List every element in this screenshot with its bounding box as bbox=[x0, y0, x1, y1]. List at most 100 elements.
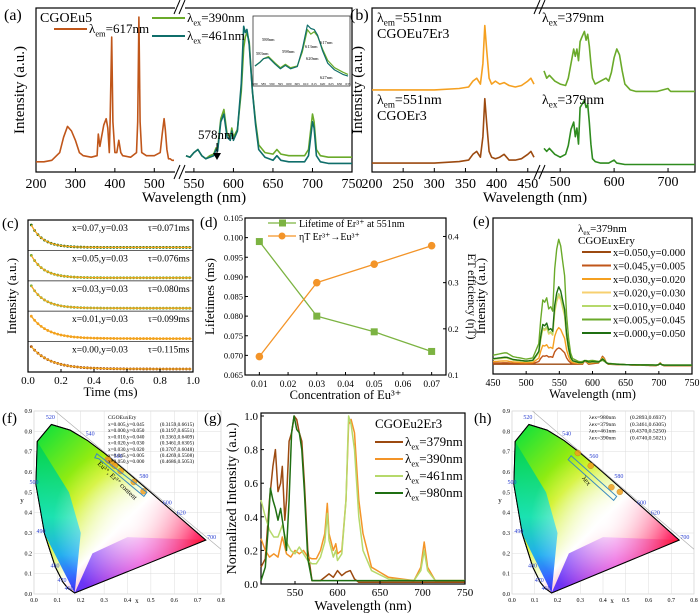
legend-label: x=0.005,y=0.045 bbox=[108, 422, 145, 428]
legend-label: x=0.005,y=0.045 bbox=[613, 316, 685, 327]
legend-label: x=0.000,y=0.050 bbox=[613, 329, 685, 340]
legend-coord: (0.3461,0.6305) bbox=[630, 421, 666, 428]
x-tick-label: 0.7 bbox=[668, 598, 676, 604]
panel-d: 0.01 0.02 0.03 0.04 0.05 0.06 0.07 0.065 0.070 0.… bbox=[200, 213, 477, 402]
label-rest: =379nm bbox=[557, 11, 604, 26]
tau-label: τ=0.071ms bbox=[148, 224, 190, 234]
wavelength-label: 490 bbox=[37, 529, 46, 535]
series-line bbox=[543, 30, 695, 93]
legend-label: x=0.010,y=0.040 bbox=[108, 434, 145, 440]
inset-tick-label: 625 bbox=[328, 82, 334, 86]
y-tick-label-right: 0.4 bbox=[448, 231, 459, 241]
legend-label: λex=390nm bbox=[405, 451, 463, 468]
wavelength-label: 500 bbox=[30, 480, 39, 486]
wavelength-label: 470 bbox=[58, 578, 67, 584]
break-slash bbox=[178, 164, 186, 180]
legend-label: λex=379nm bbox=[589, 422, 616, 428]
cie-white-region bbox=[35, 423, 207, 594]
x-tick-label: 0.3 bbox=[577, 598, 585, 604]
legend-label: x=0.045,y=0.005 bbox=[108, 453, 145, 459]
planckian-line bbox=[532, 410, 695, 550]
x-tick-label: 700 bbox=[651, 378, 666, 389]
y-axis-label: Intensity (a.u.) bbox=[350, 46, 366, 134]
x-tick-label: 0.8 bbox=[153, 375, 167, 387]
label-main: λ bbox=[578, 223, 584, 235]
x-tick-label: 250 bbox=[393, 177, 414, 192]
x-tick-label: 0.2 bbox=[554, 598, 562, 604]
data-point-circle bbox=[427, 241, 436, 250]
sample-label: CGOEuxEry bbox=[578, 235, 635, 247]
legend-marker bbox=[279, 219, 286, 227]
wavelength-label: 620 bbox=[651, 511, 660, 517]
x-tick-label: 400 bbox=[486, 177, 507, 192]
series-line bbox=[492, 286, 692, 366]
data-point-square bbox=[255, 238, 263, 246]
x-tick-label: 550 bbox=[287, 587, 304, 599]
sample-label: x=0.03,y=0.03 bbox=[72, 285, 128, 295]
wavelength-label: 520 bbox=[523, 415, 532, 421]
cie-point bbox=[574, 449, 582, 457]
y-axis-label: Intensity (a.u.) bbox=[12, 46, 28, 134]
sample-label: x=0.01,y=0.03 bbox=[72, 315, 128, 325]
label-sub: ex bbox=[411, 458, 420, 468]
legend-label: λex=461nm bbox=[187, 28, 245, 45]
x-tick-label: 0.3 bbox=[100, 598, 108, 604]
x-tick-label: 350 bbox=[455, 177, 476, 192]
x-tick-label: 0.4 bbox=[599, 598, 607, 604]
label-sub: em bbox=[95, 28, 106, 38]
x-axis-label: Wavelength (nm) bbox=[314, 599, 412, 614]
x-tick-label: 700 bbox=[302, 177, 323, 192]
legend-marker bbox=[278, 232, 286, 240]
label-sub: ex bbox=[549, 18, 558, 28]
wavelength-label: 560 bbox=[114, 454, 123, 460]
y-tick-label: 0.075 bbox=[224, 331, 243, 341]
legend-label: λex=390nm bbox=[187, 10, 245, 27]
y-tick-label: 0.0 bbox=[503, 592, 511, 598]
legend-label: λex=379nm bbox=[405, 434, 463, 451]
x-tick-label: 0.8 bbox=[217, 598, 225, 604]
y-tick-label-right: 0.1 bbox=[448, 370, 459, 380]
data-point-square bbox=[428, 347, 436, 355]
fit-line bbox=[30, 346, 192, 370]
series-line bbox=[543, 99, 695, 166]
legend-title: CGOEuxEry bbox=[108, 415, 137, 421]
inset-tick-label: 600 bbox=[286, 82, 292, 86]
series-line bbox=[36, 16, 174, 163]
label-main: λ bbox=[187, 10, 194, 25]
sample-label: CGOEu2Er3 bbox=[375, 416, 442, 431]
label-rest: =551nm bbox=[395, 93, 442, 108]
tau-label: τ=0.115ms bbox=[148, 346, 190, 356]
break-slash bbox=[173, 0, 181, 15]
legend-label: λex=390nm bbox=[589, 435, 616, 441]
y-tick-label: 0.4 bbox=[503, 511, 511, 517]
x-tick-label: 750 bbox=[342, 177, 363, 192]
inset-annotation: 627nm bbox=[320, 75, 333, 80]
x-tick-label: 600 bbox=[585, 378, 600, 389]
x-tick-label: 0.5 bbox=[147, 598, 155, 604]
inset-annotation: 588nm bbox=[262, 37, 275, 42]
legend-coord: (0.3197,0.6551) bbox=[160, 427, 194, 434]
break-slash bbox=[173, 164, 181, 180]
planckian-line bbox=[54, 410, 222, 550]
panel-c: x=0.07,y=0.03 τ=0.071ms x=0.05,y=0.03 τ=0.0… bbox=[2, 216, 200, 399]
y-axis-label: Normalized Intensity (a.u.) bbox=[225, 422, 240, 574]
x-tick-label: 0.6 bbox=[645, 598, 653, 604]
label-rest: =551nm bbox=[395, 11, 442, 26]
panel-h: 0.0 0.1 0.2 0.3 0.4 0.5 0.6 0.7 0.8 0.0 0.1 0.2 0.3 0… bbox=[474, 409, 698, 605]
y-tick-label: 0.6 bbox=[25, 470, 33, 476]
x-tick-label: 0.6 bbox=[171, 598, 179, 604]
wavelength-label: 700 bbox=[207, 535, 216, 541]
label-sub: ex bbox=[583, 229, 590, 237]
label-rest: =390nm bbox=[419, 451, 462, 466]
label-sub: ex bbox=[411, 441, 420, 451]
inset-annotation: 617nm bbox=[320, 40, 333, 45]
label-main: λ bbox=[542, 93, 549, 108]
wavelength-label: 600 bbox=[163, 501, 172, 507]
x-tick-label: 450 bbox=[517, 177, 538, 192]
y-tick-label: 1.0 bbox=[244, 411, 258, 423]
y-tick-label: 0.4 bbox=[25, 511, 33, 517]
panel-label: (b) bbox=[350, 7, 369, 24]
cie-white-region bbox=[513, 423, 681, 594]
x-axis-label: Time (ms) bbox=[83, 384, 137, 399]
x-tick-label: 0.1 bbox=[531, 598, 539, 604]
